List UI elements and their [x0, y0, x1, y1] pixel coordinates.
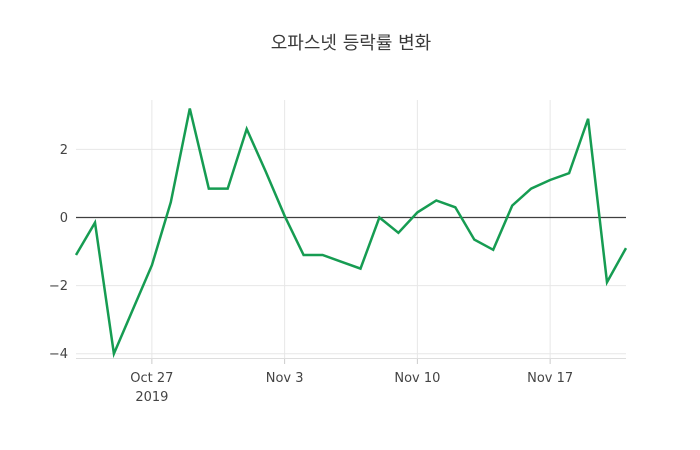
axis-layer — [76, 216, 626, 364]
x-tick-label: Oct 27 — [130, 371, 173, 386]
series-line[interactable] — [74, 108, 628, 359]
series-layer — [74, 108, 628, 359]
chart-title: 오파스넷 등락률 변화 — [271, 33, 431, 54]
y-tick-label: 2 — [60, 143, 68, 158]
y-tick-label: 0 — [60, 211, 68, 226]
grid-layer — [76, 100, 626, 359]
y-tick-label: −4 — [49, 347, 68, 362]
x-tick-label: Nov 3 — [266, 371, 304, 386]
x-tick-label: Nov 10 — [394, 371, 440, 386]
y-tick-label: −2 — [49, 279, 68, 294]
x-tick-sublabel: 2019 — [135, 390, 168, 405]
x-tick-label: Nov 17 — [527, 371, 573, 386]
label-layer: 2 0 −2 −4 Oct 27 2019 Nov 3 Nov 10 Nov 17 — [49, 143, 573, 405]
plot-area[interactable] — [76, 100, 626, 359]
